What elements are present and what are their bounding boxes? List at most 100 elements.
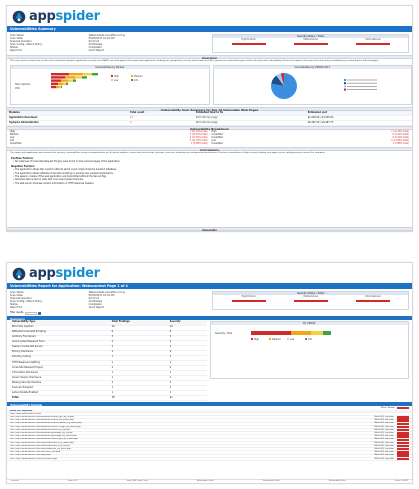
vuln-row[interactable]: Cross-Site Request Forgery 4 4 xyxy=(10,365,207,372)
vuln-row[interactable]: HTTP Response Splitting 1 1 xyxy=(10,360,207,366)
url-attack-type: Blind SQL Injection xyxy=(374,444,394,447)
vuln-row[interactable]: Reflected Cross-Site Scripting 6 6 xyxy=(10,330,207,336)
info-key: Scanned Duration: xyxy=(10,297,33,301)
url-attack-type: Blind SQL Injection xyxy=(374,454,394,457)
url-link[interactable]: URL: http://webscantest.com/datastore/se… xyxy=(10,438,78,441)
breakdown-row: Unverified 1 (5.88% total) xyxy=(10,142,208,146)
module-bar xyxy=(51,76,65,80)
info-row: Scanned Duration: 04:17:21 xyxy=(10,297,206,300)
url-row[interactable]: URL: http://webscantest.com/datastore/ge… xyxy=(7,432,412,436)
url-link[interactable]: URL: http://webscantest.com/shutterdb/se… xyxy=(10,441,74,444)
page-title: Vulnerabilities Summary xyxy=(7,26,412,32)
breakdown-row: Info 2 (11.76% total) xyxy=(10,139,208,143)
summary-module: Systems Administrator xyxy=(7,120,128,127)
info-row: Scan Date: 05/05/2017 10:01 AM xyxy=(10,294,206,297)
url-link[interactable]: URL: http://webscantest.com/datastore/se… xyxy=(10,422,82,425)
url-row[interactable]: URL: http://webscantest.com/rest/search.… xyxy=(7,458,412,461)
severity-bar xyxy=(231,299,266,302)
module-bar xyxy=(66,83,68,86)
url-row[interactable]: URL: http://webscantest.com/shutterdb/se… xyxy=(7,444,412,449)
details-group-row[interactable]: Blind SQL Injection xyxy=(7,410,412,414)
url-row[interactable]: URL: http://webscantest.com/cart/view_ca… xyxy=(7,451,412,455)
module-bar xyxy=(75,76,82,80)
module-chart: Vulnerabilities by Module SQL Injection X… xyxy=(10,65,210,106)
module-bar xyxy=(51,83,58,86)
url-row[interactable]: URL: http://webscantest.com/datastore/se… xyxy=(7,425,412,430)
module-axis-label: SQL Injection xyxy=(15,83,31,86)
vuln-row[interactable]: Arbitrary File Upload 3 3 xyxy=(10,335,207,341)
charts-row: Vulnerabilities by Module SQL Injection X… xyxy=(7,63,412,107)
url-link[interactable]: URL: http://webscantest.com/cart/view_ca… xyxy=(10,451,61,454)
filter-select[interactable] xyxy=(25,312,38,315)
vuln-name: Insecure Transport xyxy=(10,385,110,392)
conclusions-title: Conclusions xyxy=(7,146,412,152)
url-row[interactable]: URL: http://webscantest.com/datastore/ge… xyxy=(7,435,412,439)
filter-label: Filter results xyxy=(10,311,24,315)
url-link[interactable]: URL: http://webscantest.com/datastore/se… xyxy=(10,428,70,431)
details-title: Vulnerability Details xyxy=(7,402,412,407)
vuln-count: 1 xyxy=(109,375,168,382)
severity-legend-swatch xyxy=(268,337,271,340)
url-row[interactable]: URL: http://webscantest.com/datastore/se… xyxy=(7,428,412,433)
url-row[interactable]: URL: http://webscantest.com/datastore/se… xyxy=(7,422,412,426)
url-row[interactable]: URL: http://webscantest.com/datastore/se… xyxy=(7,419,412,423)
info-value: Completed xyxy=(88,46,102,50)
url-row[interactable]: URL: http://webscantest.com/datastore/se… xyxy=(7,438,412,442)
url-link[interactable]: URL: http://webscantest.com/datastore/ge… xyxy=(10,432,73,435)
url-link[interactable]: URL: http://webscantest.com/login.php xyxy=(10,454,51,457)
url-row[interactable]: URL: http://webscantest.com/shutterdb/se… xyxy=(7,442,412,445)
severity-status-row-2: High/Critical Medium/Low Informational xyxy=(213,295,408,303)
details-filter-button[interactable] xyxy=(397,406,409,410)
filter-go-button[interactable] xyxy=(38,312,42,315)
breakdown-name: Info xyxy=(10,139,15,143)
vuln-row[interactable]: Missing Security Headers 2 2 xyxy=(10,380,207,387)
url-link[interactable]: URL: http://webscantest.com/datastore/ge… xyxy=(10,435,77,438)
summary-title: Vulnerability Scan Summary for Top 10 Vu… xyxy=(7,107,412,112)
url-row[interactable]: URL: http://webscantest.com/shutterdb/fi… xyxy=(7,447,412,452)
legend-swatch xyxy=(131,79,133,82)
breakdown-value: 3 (17.65% total) xyxy=(189,136,208,140)
url-link[interactable]: URL: http://webscantest.com/shutterdb/se… xyxy=(10,444,70,447)
summary-header-cell: Total count xyxy=(127,111,194,117)
url-link[interactable]: URL: http://webscantest.com/datastore/se… xyxy=(10,416,74,419)
details-root-row[interactable]: Root: http://webscantest.com/ xyxy=(7,413,412,417)
info-value: 05/05/2017 10:01 AM xyxy=(88,294,115,298)
module-bar xyxy=(63,83,66,86)
breakdown-value: 3 (17.65% total) xyxy=(391,139,409,143)
vuln-row[interactable]: Session Cookie Not Secure 3 3 xyxy=(10,345,207,351)
breakdown-value: 1 (5.88% total) xyxy=(392,141,409,145)
pie-legend-line xyxy=(346,83,377,85)
vuln-row[interactable]: Server Version Disclosure 1 1 xyxy=(10,375,207,382)
vuln-row[interactable]: Blind SQL Injection 10 14 xyxy=(10,325,207,331)
vuln-row[interactable]: Unencrypted Password Form 2 2 xyxy=(10,340,207,346)
pie-slice xyxy=(270,75,284,87)
info-key: Report for: xyxy=(10,49,23,53)
info-row: Scan Config / Attack Policy: All Modules xyxy=(10,300,206,303)
vuln-row[interactable]: Privacy Disclosure 2 2 xyxy=(10,350,207,356)
vuln-row[interactable]: Autocomplete Enabled 1 1 xyxy=(10,390,207,397)
positive-factors-head: Positive Factors: xyxy=(11,156,34,160)
url-row[interactable]: URL: http://webscantest.com/login.php Bli… xyxy=(7,454,412,458)
legend-label: Low xyxy=(114,79,119,82)
info-value: 04:17:21 xyxy=(88,40,100,44)
vuln-count: 3 xyxy=(109,335,168,341)
url-link[interactable]: URL: http://webscantest.com/rest/search.… xyxy=(10,457,57,460)
url-link[interactable]: URL: http://webscantest.com/datastore/se… xyxy=(10,419,74,422)
breakdown-left: High 7 (41.18% total) Medium 4 (23.53% tota… xyxy=(10,131,208,145)
vuln-row[interactable]: Directory Listing 1 1 xyxy=(10,355,207,361)
footer-item: Vulnerable Links xyxy=(196,480,214,483)
legend-label: Medium xyxy=(134,75,143,78)
module-bar xyxy=(51,79,61,83)
url-link[interactable]: URL: http://webscantest.com/shutterdb/fi… xyxy=(10,447,71,450)
summary-area: Vulnerability Type Total Findings Severity… xyxy=(7,320,412,403)
pie-legend-swatch xyxy=(343,82,346,85)
url-attack-type: Blind SQL Injection xyxy=(374,425,394,428)
vuln-row[interactable]: Information Disclosure 1 1 xyxy=(10,370,207,377)
severity-bar xyxy=(355,299,390,302)
brand-logo: appspider xyxy=(7,6,412,26)
vuln-row[interactable]: Insecure Transport 1 1 xyxy=(10,385,207,392)
url-row[interactable]: URL: http://webscantest.com/datastore/se… xyxy=(7,416,412,420)
summary-title-2: Summary xyxy=(7,315,412,321)
info-row: Scan Config / Attack Policy: All Modules xyxy=(10,43,206,46)
url-link[interactable]: URL: http://webscantest.com/datastore/se… xyxy=(10,425,81,428)
